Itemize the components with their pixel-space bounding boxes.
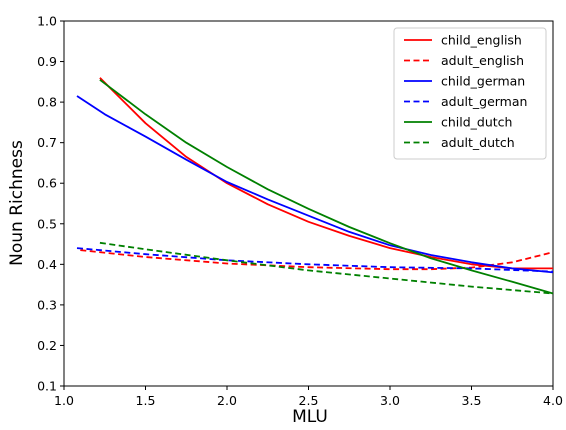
y-tick-label: 0.8 — [37, 95, 57, 110]
series-line-child-dutch — [99, 79, 554, 295]
series-line-child-english — [99, 77, 553, 270]
legend-label: child_german — [441, 74, 525, 89]
series-line-adult-german — [76, 247, 554, 273]
legend-label: adult_dutch — [441, 135, 515, 150]
legend-label: child_dutch — [441, 115, 512, 130]
x-axis-ticks: 1.0 1.5 2.0 2.5 3.0 3.5 4.0 — [54, 386, 563, 408]
x-tick-label: 3.5 — [462, 393, 482, 408]
y-tick-label: 0.6 — [37, 176, 57, 191]
y-tick-label: 0.4 — [37, 257, 57, 272]
y-tick-label: 0.2 — [37, 338, 57, 353]
y-tick-label: 1.0 — [37, 14, 57, 29]
x-tick-label: 2.0 — [217, 393, 237, 408]
legend-box — [393, 27, 547, 160]
x-tick-label: 1.5 — [136, 393, 156, 408]
legend-label: child_english — [441, 33, 522, 48]
y-tick-label: 0.3 — [37, 297, 57, 312]
x-tick-label: 1.0 — [54, 393, 74, 408]
legend-label: adult_english — [441, 53, 524, 68]
x-tick-label: 4.0 — [543, 393, 563, 408]
series-line-adult-dutch — [99, 241, 554, 295]
y-axis-title: Noun Richness — [7, 140, 27, 266]
y-axis-ticks: 0.1 0.2 0.3 0.4 0.5 0.6 0.7 0.8 0.9 1.0 — [37, 14, 64, 394]
legend-label: adult_german — [441, 94, 527, 109]
y-tick-label: 0.5 — [37, 216, 57, 231]
x-tick-label: 2.5 — [299, 393, 319, 408]
series-lines — [76, 77, 554, 295]
y-tick-label: 0.1 — [37, 379, 57, 394]
y-tick-label: 0.9 — [37, 54, 57, 69]
x-axis-title: MLU — [292, 407, 328, 427]
x-tick-label: 3.0 — [380, 393, 400, 408]
series-line-child-german — [76, 95, 554, 274]
y-tick-label: 0.7 — [37, 135, 57, 150]
series-line-adult-english — [80, 249, 554, 271]
legend: child_english adult_english child_germanad… — [393, 27, 547, 160]
